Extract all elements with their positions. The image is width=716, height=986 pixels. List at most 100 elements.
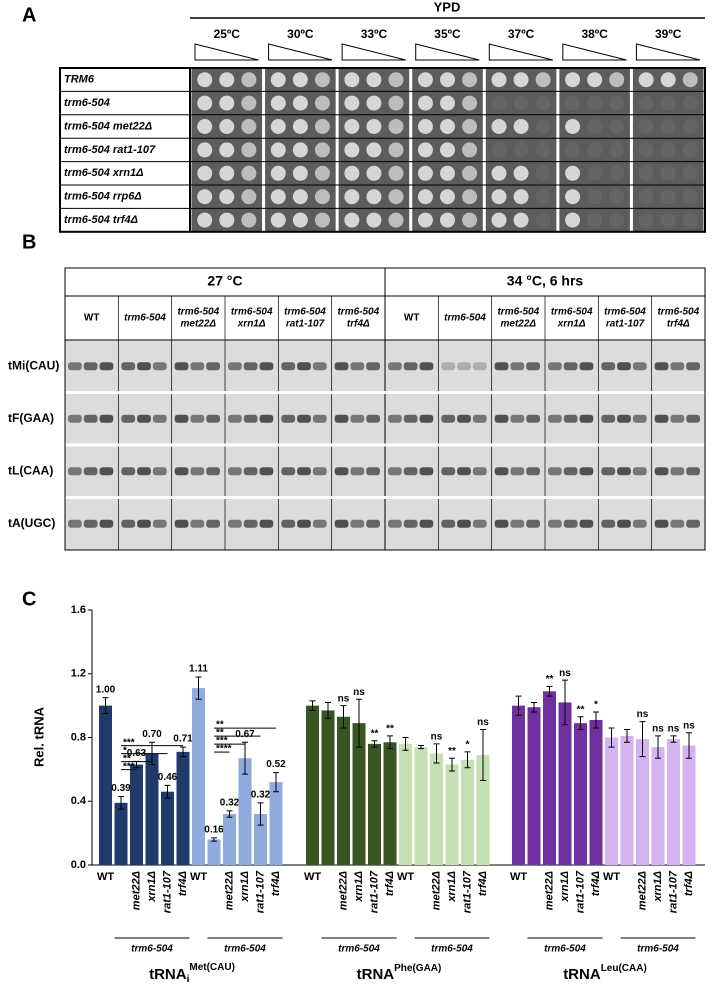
colony-spot: [440, 142, 455, 158]
colony-spot: [388, 189, 404, 205]
colony-spot: [270, 212, 286, 228]
colony-spot: [565, 165, 581, 181]
bar: [512, 705, 525, 865]
error-bar: [546, 686, 553, 697]
bar: [337, 716, 350, 865]
y-tick-label: 0.4: [71, 795, 87, 807]
colony-spot: [609, 142, 625, 158]
colony-spot: [344, 119, 360, 134]
group-title-sup: Met(CAU): [189, 962, 235, 973]
group-title-base: tRNA: [149, 966, 187, 983]
colony-spot: [344, 165, 360, 181]
colony-spot: [535, 165, 551, 181]
error-bar: [515, 695, 522, 716]
colony-spot: [388, 95, 404, 111]
colony-spot: [344, 95, 360, 111]
blot-band: [457, 467, 471, 476]
bracket-label: trm6-504: [338, 944, 380, 955]
bracket-label: trm6-504: [224, 944, 266, 955]
bar: [145, 753, 159, 865]
colony-spot: [513, 165, 529, 181]
blot-band: [228, 519, 242, 528]
colony-spot: [292, 212, 308, 228]
blot-band: [174, 362, 189, 371]
blot-band: [601, 467, 616, 476]
colony-spot: [682, 189, 698, 205]
colony-spot: [440, 212, 455, 228]
bar: [161, 791, 174, 865]
x-tick-label: rat1-107: [254, 870, 266, 913]
blot-band: [152, 519, 167, 528]
colony-spot: [638, 119, 654, 134]
strain-label: trm6-504: [657, 307, 699, 318]
strain-label: xrn1Δ: [557, 319, 586, 330]
blot-band: [441, 362, 456, 371]
blot-band: [388, 519, 402, 528]
significance-label: **: [577, 704, 585, 715]
blot-band: [419, 362, 434, 371]
bar: [414, 747, 428, 865]
bar: [192, 688, 205, 865]
blot-band: [472, 414, 487, 423]
comparison-label: ***: [123, 761, 135, 772]
comparison-label: **: [216, 720, 224, 731]
y-tick-label: 0.0: [71, 859, 86, 871]
bar: [352, 723, 366, 865]
colony-spot: [609, 212, 625, 228]
error-bar: [257, 802, 264, 826]
strain-label: trm6-504: [444, 313, 486, 324]
blot-band: [563, 467, 578, 476]
x-tick-label: xrn1Δ: [446, 871, 458, 903]
blot-band: [68, 362, 82, 371]
strain-label: trm6-504 xrn1Δ: [64, 167, 144, 179]
blot-band: [206, 414, 220, 423]
colony-spot: [609, 95, 625, 111]
colony-spot: [660, 165, 676, 181]
colony-spot: [241, 189, 257, 205]
medium-label: YPD: [434, 0, 461, 14]
error-bar: [464, 751, 471, 769]
blot-band: [632, 467, 647, 476]
blot-band: [334, 362, 349, 371]
colony-spot: [417, 212, 433, 228]
bar: [368, 743, 381, 865]
colony-spot: [462, 165, 478, 181]
significance-label: ns: [559, 668, 571, 679]
temperature-label: 37ºC: [508, 27, 535, 41]
colony-spot: [513, 72, 529, 88]
blot-band: [83, 519, 98, 528]
blot-band: [403, 519, 418, 528]
strain-label: trm6-504: [64, 97, 110, 109]
blot-band: [281, 414, 296, 423]
bar: [620, 735, 634, 865]
strain-label: trm6-504: [337, 307, 379, 318]
blot-band: [472, 519, 487, 528]
colony-spot: [587, 119, 603, 134]
comparison-label: *: [123, 745, 127, 756]
colony-spot: [535, 189, 551, 205]
colony-spot: [270, 119, 286, 134]
bar: [238, 758, 252, 865]
bar: [176, 751, 190, 865]
colony-spot: [366, 95, 382, 111]
blot-band: [99, 362, 114, 371]
value-label: 1.00: [96, 684, 116, 695]
blot-band: [494, 519, 509, 528]
error-bar: [449, 757, 455, 772]
x-tick-label: trf4Δ: [683, 871, 695, 896]
colony-spot: [491, 119, 507, 134]
x-tick-label: WT: [510, 871, 527, 883]
bar: [223, 814, 236, 865]
blot-band: [419, 519, 434, 528]
colony-spot: [638, 165, 654, 181]
panel-label: C: [22, 588, 36, 610]
blot-band: [312, 414, 327, 423]
x-tick-label: trf4Δ: [270, 871, 282, 896]
blot-band: [206, 519, 220, 528]
error-bar: [242, 741, 248, 775]
colony-spot: [491, 95, 507, 111]
x-tick-label: met22Δ: [130, 871, 142, 910]
blot-band: [686, 362, 700, 371]
temperature-label: 30ºC: [287, 27, 314, 41]
bar: [605, 737, 618, 865]
